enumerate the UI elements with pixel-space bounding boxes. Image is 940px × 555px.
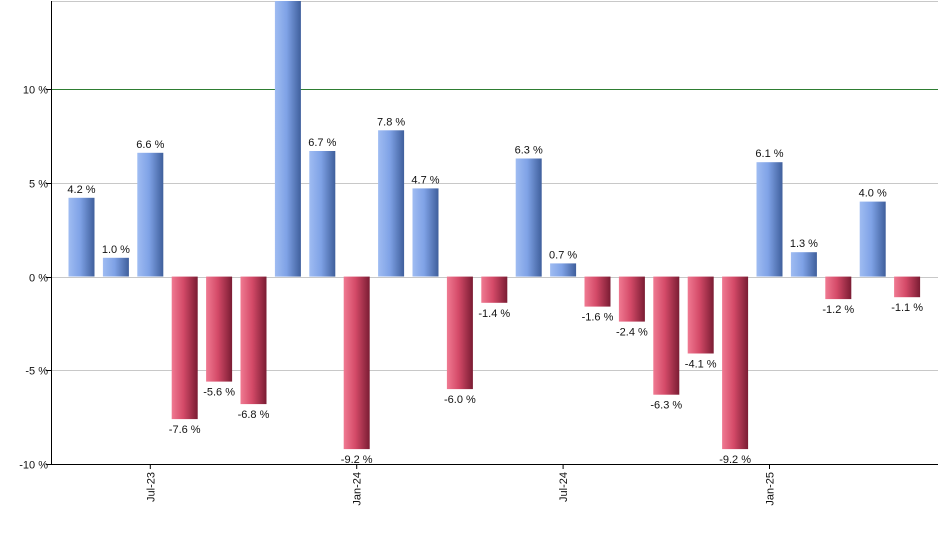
data-label: -6.3 % [650, 400, 682, 412]
bar [894, 276, 921, 298]
y-tick-label: 0 % [29, 273, 48, 285]
y-tick-label: -10 % [19, 460, 48, 472]
data-label: 7.8 % [377, 116, 405, 128]
data-labels: 4.2 %1.0 %6.6 %-7.6 %-5.6 %-6.8 %14.7 %6… [67, 116, 923, 466]
bar [446, 276, 473, 390]
x-tick-label: Jul-24 [558, 472, 570, 502]
bar [481, 276, 508, 303]
axes: 10 % 5 % 0 % -5 % -10 % Jul-23 Jan-24 Jul-24 Jan… [19, 1, 938, 506]
data-label: 6.3 % [515, 145, 543, 157]
bar [102, 257, 129, 277]
bar [137, 152, 164, 277]
data-label: 0.7 % [549, 249, 577, 261]
bar [515, 158, 542, 277]
x-tick-label: Jan-24 [352, 472, 364, 506]
data-label: -9.2 % [719, 454, 751, 466]
bar [550, 263, 577, 277]
bar [584, 276, 611, 307]
data-label: 6.7 % [308, 137, 336, 149]
bar [687, 276, 714, 354]
bar [790, 252, 817, 277]
x-tick-label: Jan-25 [765, 472, 777, 506]
data-label: -5.6 % [203, 387, 235, 399]
x-tick-label: Jul-23 [145, 472, 157, 502]
data-label: 4.2 % [67, 184, 95, 196]
data-label: -4.1 % [685, 358, 717, 370]
bar [240, 276, 267, 405]
bar [378, 130, 405, 277]
data-label: -6.0 % [444, 394, 476, 406]
data-label: -2.4 % [616, 327, 648, 339]
bar [274, 1, 301, 277]
data-label: -1.1 % [891, 302, 923, 314]
bar [722, 276, 749, 450]
bar [343, 276, 370, 450]
y-tick-label: 5 % [29, 179, 48, 191]
data-label: -7.6 % [169, 424, 201, 436]
bar [412, 188, 439, 277]
bar [68, 197, 95, 277]
bar [859, 201, 886, 277]
data-label: 1.3 % [790, 238, 818, 250]
data-label: -1.6 % [582, 312, 614, 324]
data-label: 4.7 % [411, 174, 439, 186]
bar [206, 276, 233, 382]
bar [653, 276, 680, 395]
bars [68, 1, 921, 450]
data-label: 1.0 % [102, 244, 130, 256]
data-label: -1.4 % [478, 308, 510, 320]
bar [171, 276, 198, 420]
bar [825, 276, 852, 300]
bar [618, 276, 645, 322]
data-label: 6.1 % [755, 148, 783, 160]
data-label: -1.2 % [822, 304, 854, 316]
data-label: -6.8 % [238, 409, 270, 421]
y-tick-label: 10 % [23, 85, 48, 97]
data-label: 6.6 % [136, 139, 164, 151]
y-tick-label: -5 % [25, 366, 48, 378]
data-label: 4.0 % [859, 188, 887, 200]
data-label: -9.2 % [341, 454, 373, 466]
bar [756, 162, 783, 277]
bar [309, 151, 336, 277]
